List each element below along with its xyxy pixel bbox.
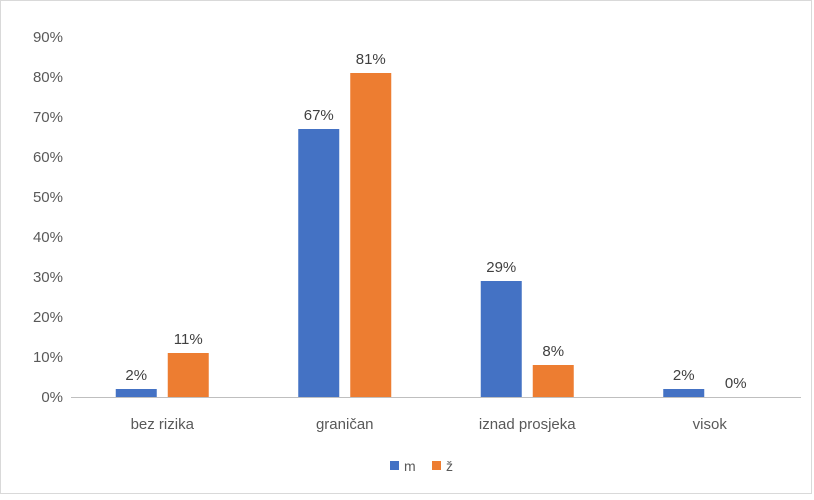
y-tick-label: 80%: [33, 69, 63, 86]
legend-label: ž: [446, 458, 453, 474]
data-label: 2%: [673, 367, 695, 384]
bar-ž-1: [350, 73, 392, 397]
y-axis: 0% 10% 20% 30% 40% 50% 60% 70% 80% 90%: [33, 29, 63, 406]
x-tick-label: graničan: [316, 416, 374, 433]
y-tick-label: 50%: [33, 189, 63, 206]
data-label: 67%: [304, 107, 334, 124]
data-label: 8%: [542, 343, 564, 360]
legend-swatch: [390, 461, 399, 470]
y-tick-label: 60%: [33, 149, 63, 166]
y-tick-label: 20%: [33, 309, 63, 326]
y-tick-label: 70%: [33, 109, 63, 126]
y-tick-label: 40%: [33, 229, 63, 246]
y-tick-label: 10%: [33, 349, 63, 366]
x-tick-label: iznad prosjeka: [479, 416, 576, 433]
x-tick-label: visok: [693, 416, 728, 433]
data-label: 81%: [356, 51, 386, 68]
bar-m-1: [298, 129, 340, 397]
data-label: 29%: [486, 259, 516, 276]
legend-label: m: [404, 458, 416, 474]
plot-area: 2% 11% 67% 81% 29% 8% 2% 0%: [115, 51, 747, 397]
bar-ž-2: [532, 365, 574, 397]
bar-m-2: [480, 281, 522, 397]
bar-m-3: [663, 389, 705, 397]
x-axis: bez rizika graničan iznad prosjeka visok: [131, 416, 728, 433]
legend-swatch: [432, 461, 441, 470]
bar-ž-0: [167, 353, 209, 397]
x-tick-label: bez rizika: [131, 416, 195, 433]
y-tick-label: 0%: [41, 389, 63, 406]
y-tick-label: 90%: [33, 29, 63, 46]
data-label: 2%: [125, 367, 147, 384]
y-tick-label: 30%: [33, 269, 63, 286]
data-label: 0%: [725, 375, 747, 392]
bar-m-0: [115, 389, 157, 397]
data-label: 11%: [174, 331, 203, 348]
